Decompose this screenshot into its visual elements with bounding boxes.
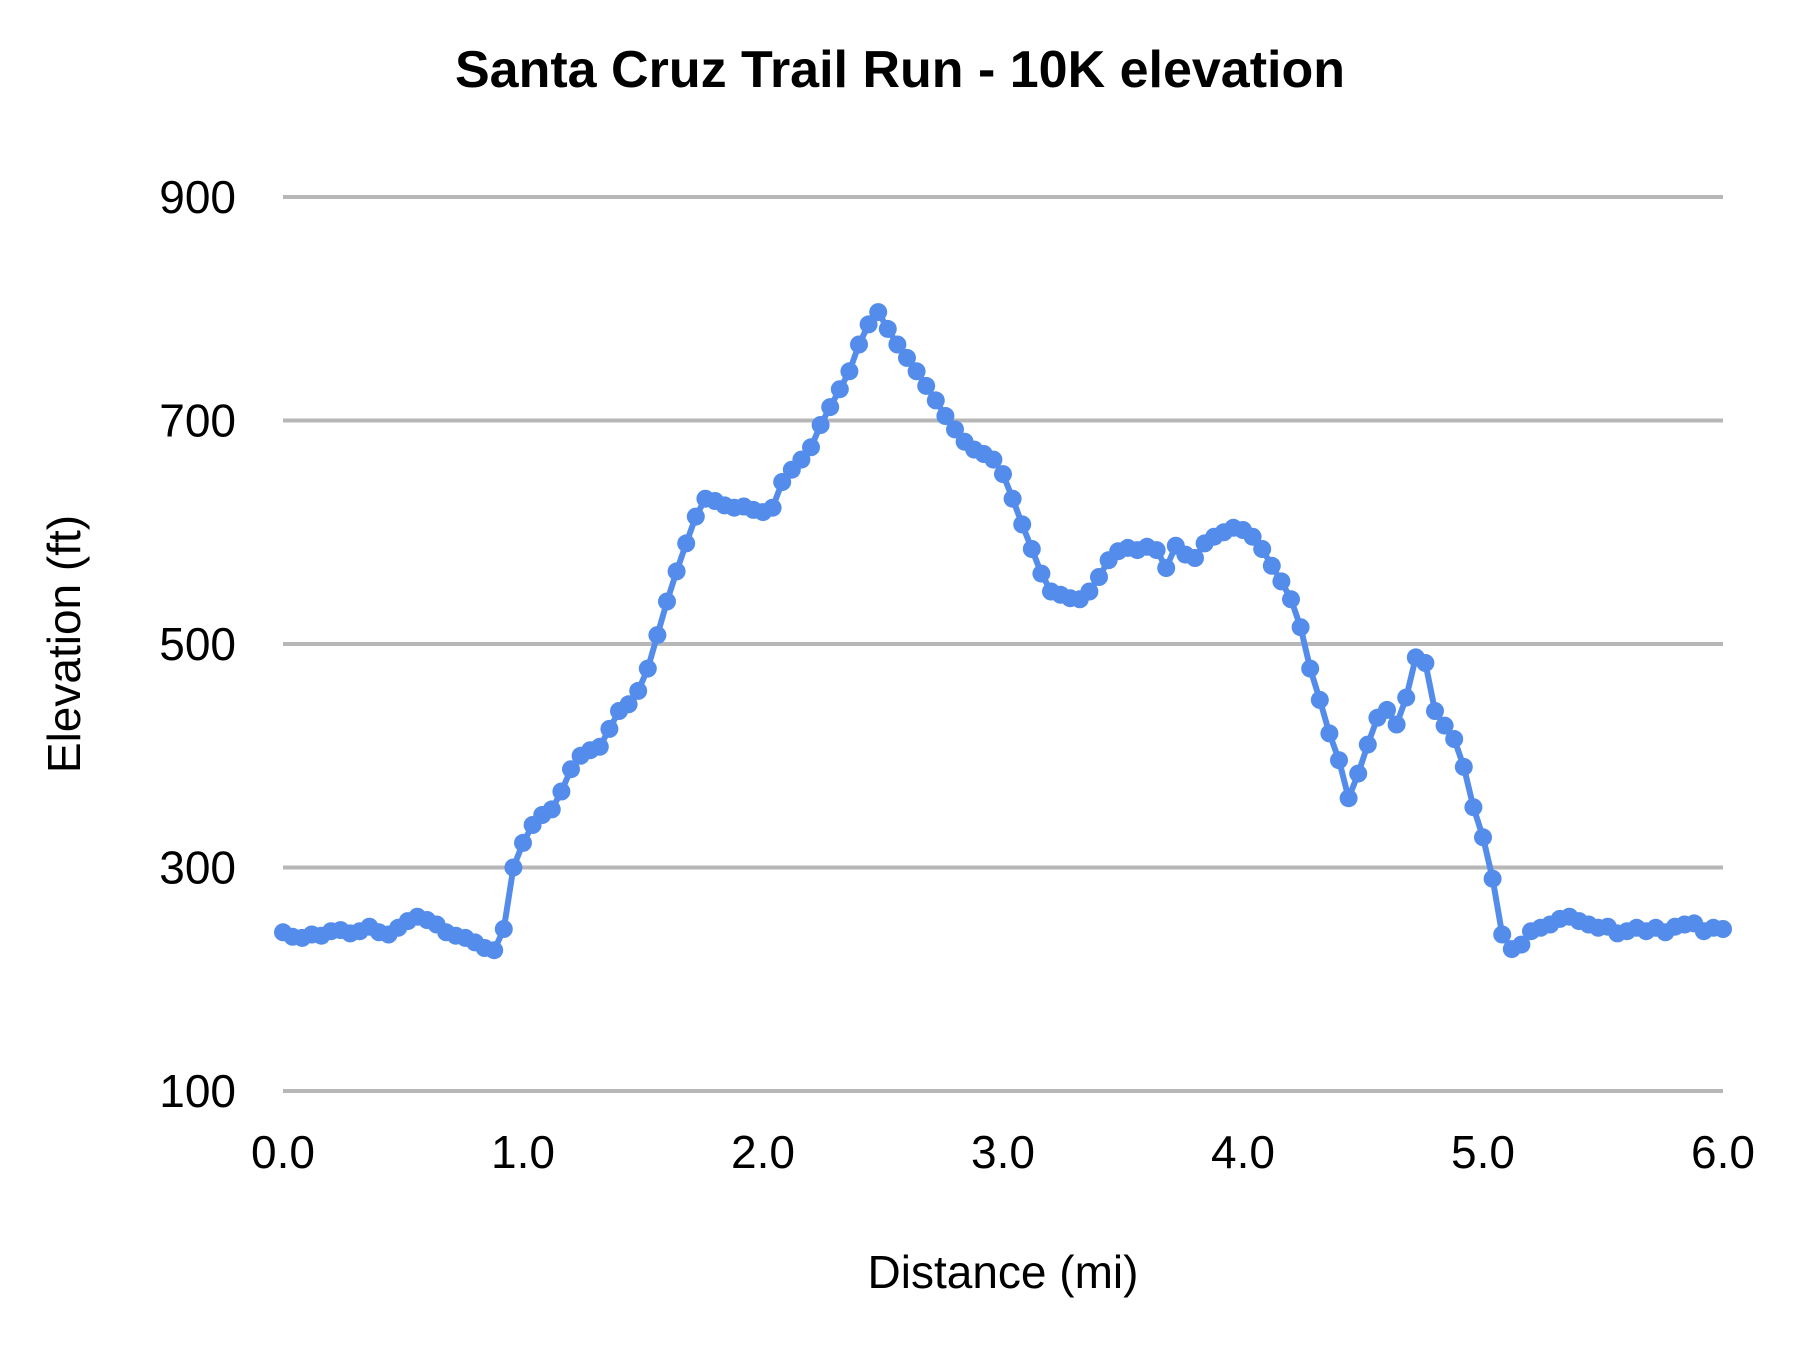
- data-point: [1032, 564, 1051, 583]
- data-point: [1272, 572, 1291, 591]
- data-point: [600, 719, 619, 738]
- data-point: [917, 376, 936, 395]
- data-point: [504, 858, 523, 877]
- data-point: [1435, 716, 1454, 735]
- y-axis-title: Elevation (ft): [38, 515, 90, 773]
- x-tick-label: 2.0: [731, 1126, 795, 1178]
- data-point: [802, 438, 820, 457]
- data-point: [1301, 659, 1320, 678]
- data-point: [1090, 568, 1108, 586]
- data-point: [667, 562, 686, 581]
- data-point: [1186, 549, 1204, 567]
- data-point: [984, 450, 1003, 469]
- data-point: [552, 782, 571, 801]
- elevation-series-line: [280, 309, 1726, 954]
- data-point: [514, 833, 532, 852]
- data-point: [485, 941, 504, 960]
- data-point: [878, 319, 897, 338]
- data-point: [792, 450, 811, 469]
- data-point: [888, 335, 907, 354]
- data-point: [1426, 702, 1444, 720]
- data-point: [629, 681, 648, 700]
- data-point: [936, 407, 955, 425]
- data-point: [1464, 798, 1483, 817]
- data-point: [1003, 489, 1022, 508]
- data-point: [1320, 724, 1339, 743]
- data-point: [1262, 556, 1281, 575]
- data-point: [1454, 757, 1473, 776]
- data-point: [811, 416, 830, 434]
- data-point: [1474, 828, 1492, 847]
- x-tick-label: 3.0: [971, 1126, 1035, 1178]
- data-point: [619, 695, 638, 714]
- data-point: [686, 507, 705, 526]
- data-point: [1157, 559, 1176, 577]
- data-point: [1310, 690, 1329, 709]
- y-tick-label: 900: [159, 171, 236, 223]
- data-point: [1445, 730, 1464, 748]
- data-point: [1714, 920, 1732, 938]
- data-point: [907, 362, 926, 381]
- y-tick-label: 500: [159, 618, 236, 670]
- data-point: [1493, 925, 1512, 944]
- data-point: [1483, 869, 1502, 888]
- data-point: [859, 315, 878, 334]
- data-point: [840, 362, 859, 381]
- data-point: [821, 398, 840, 417]
- data-point: [1243, 527, 1262, 546]
- data-point: [542, 800, 561, 819]
- data-point: [926, 391, 945, 410]
- data-point: [946, 420, 964, 439]
- data-point: [1330, 751, 1348, 770]
- data-point: [1349, 764, 1368, 783]
- data-point: [830, 380, 849, 399]
- data-point: [869, 303, 888, 322]
- x-tick-label: 1.0: [491, 1126, 555, 1178]
- data-point: [648, 626, 667, 645]
- data-point: [1282, 590, 1300, 609]
- x-tick-label: 6.0: [1691, 1126, 1755, 1178]
- series-group: [274, 303, 1732, 960]
- data-point: [1253, 540, 1272, 558]
- data-point: [1378, 700, 1396, 719]
- data-point: [638, 659, 657, 678]
- data-point: [1387, 715, 1406, 734]
- x-axis-title: Distance (mi): [868, 1246, 1139, 1298]
- data-point: [1339, 789, 1358, 808]
- data-point: [850, 335, 868, 354]
- data-point: [1022, 540, 1041, 558]
- data-point: [773, 473, 792, 491]
- x-tick-label: 4.0: [1211, 1126, 1275, 1178]
- data-point: [1397, 688, 1416, 707]
- data-point: [494, 920, 513, 938]
- data-point: [1080, 582, 1099, 601]
- data-point: [658, 592, 676, 611]
- y-tick-label: 700: [159, 395, 236, 447]
- data-point: [590, 737, 609, 756]
- tick-labels-group: 100 300 500 700 900 0.0 1.0 2.0 3.0 4.0 5.0 6.0: [159, 171, 1755, 1178]
- data-point: [1512, 935, 1531, 954]
- y-tick-label: 100: [159, 1065, 236, 1117]
- data-point: [562, 760, 580, 779]
- data-point: [1291, 618, 1310, 637]
- data-point: [1147, 541, 1166, 560]
- data-point: [898, 348, 916, 367]
- data-point: [763, 498, 782, 517]
- chart-title: Santa Cruz Trail Run - 10K elevation: [455, 41, 1345, 99]
- data-point: [677, 534, 696, 553]
- data-point: [1013, 515, 1032, 534]
- data-point: [1358, 735, 1377, 754]
- x-tick-label: 5.0: [1451, 1126, 1515, 1178]
- data-point: [994, 465, 1012, 484]
- data-point: [1416, 654, 1435, 672]
- gridlines-group: [283, 195, 1723, 1093]
- y-tick-label: 300: [159, 842, 236, 894]
- x-tick-label: 0.0: [251, 1126, 315, 1178]
